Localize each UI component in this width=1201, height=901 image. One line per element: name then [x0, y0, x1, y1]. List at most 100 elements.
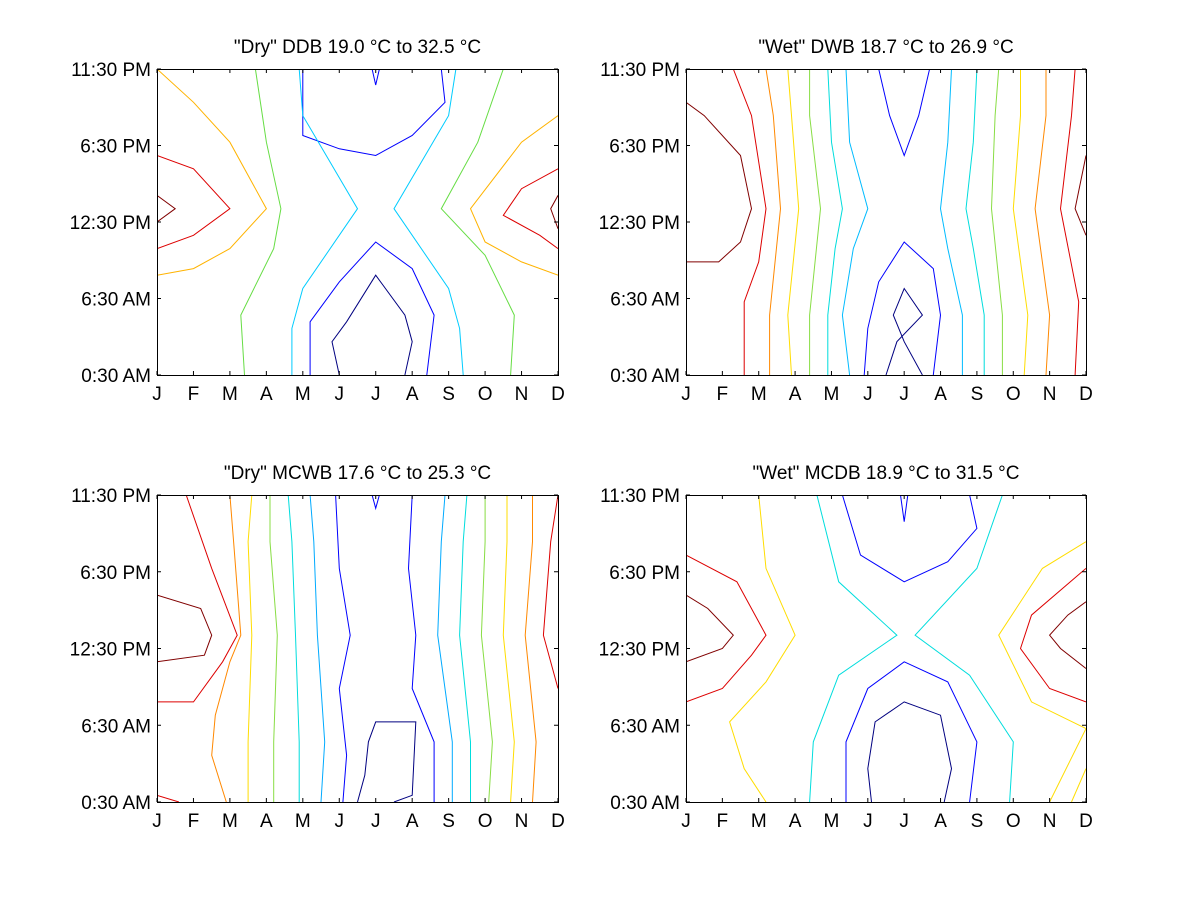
- x-tick-label: M: [824, 384, 840, 405]
- contour-line: [407, 495, 435, 802]
- contour-line: [287, 495, 300, 802]
- contour-line: [1019, 568, 1086, 703]
- y-tick-label: 11:30 PM: [600, 60, 680, 81]
- x-tick-label: F: [717, 384, 729, 405]
- contour-line: [269, 495, 278, 802]
- contour-line: [1071, 768, 1086, 802]
- y-tick-label: 12:30 PM: [70, 213, 151, 234]
- y-tick-label: 6:30 AM: [610, 716, 680, 737]
- contour-line: [885, 287, 924, 375]
- contour-line: [732, 69, 767, 375]
- contour-line: [845, 661, 978, 802]
- y-tick-label: 6:30 PM: [609, 563, 680, 584]
- x-tick-label: J: [863, 811, 873, 832]
- x-tick-label: M: [751, 811, 767, 832]
- contour-line: [157, 194, 177, 223]
- x-tick-label: J: [152, 811, 162, 832]
- contour-line: [240, 69, 282, 375]
- x-tick-label: J: [863, 384, 873, 405]
- y-tick-label: 0:30 AM: [610, 793, 680, 814]
- x-tick-label: A: [934, 811, 947, 832]
- x-tick-label: F: [188, 384, 200, 405]
- x-tick-label: O: [1006, 384, 1021, 405]
- y-tick-label: 6:30 AM: [81, 716, 151, 737]
- contour-panel: J F M A M J J A S O N D 0:30 AM 6:30 AM 12:30 PM 6:30 P…: [70, 463, 565, 832]
- x-tick-label: J: [899, 811, 909, 832]
- contour-line: [335, 495, 351, 802]
- panel-title: "Wet" MCDB 18.9 °C to 31.5 °C: [753, 463, 1020, 484]
- y-tick-label: 6:30 PM: [609, 137, 680, 158]
- panel-title: "Wet" DWB 18.7 °C to 26.9 °C: [758, 37, 1013, 58]
- contour-line: [459, 495, 471, 802]
- contour-line: [437, 495, 453, 802]
- y-tick-label: 12:30 PM: [599, 640, 680, 661]
- contour-line: [211, 495, 242, 802]
- y-tick-label: 6:30 PM: [80, 563, 151, 584]
- x-tick-label: A: [789, 384, 802, 405]
- contour-line: [841, 69, 869, 375]
- contour-line: [878, 69, 931, 157]
- contour-line: [309, 241, 435, 375]
- x-tick-label: D: [1079, 384, 1093, 405]
- contour-line: [524, 495, 537, 802]
- contour-line: [247, 495, 253, 802]
- contour-line: [863, 241, 942, 375]
- contour-line: [809, 495, 898, 802]
- x-tick-label: A: [260, 384, 273, 405]
- y-tick-label: 6:30 PM: [80, 137, 151, 158]
- x-tick-label: O: [478, 811, 493, 832]
- x-tick-label: A: [406, 384, 419, 405]
- contour-line: [867, 701, 953, 802]
- x-tick-label: J: [371, 811, 381, 832]
- x-tick-label: M: [295, 384, 311, 405]
- x-tick-label: A: [789, 811, 802, 832]
- contour-line: [393, 69, 464, 375]
- contour-line: [990, 69, 1003, 375]
- contour-line: [686, 594, 734, 663]
- x-tick-label: A: [934, 384, 947, 405]
- y-tick-label: 12:30 PM: [599, 213, 680, 234]
- contour-line: [440, 69, 515, 375]
- y-tick-label: 11:30 PM: [600, 486, 680, 507]
- y-tick-label: 6:30 AM: [610, 290, 680, 311]
- contour-lines: [157, 495, 558, 802]
- contour-line: [686, 554, 767, 703]
- x-tick-label: N: [515, 811, 529, 832]
- x-tick-label: D: [551, 811, 565, 832]
- contour-line: [900, 495, 909, 522]
- x-tick-label: N: [515, 384, 529, 405]
- x-tick-label: D: [1079, 811, 1093, 832]
- x-tick-label: F: [188, 811, 200, 832]
- y-tick-label: 11:30 PM: [71, 60, 151, 81]
- contour-line: [480, 495, 493, 802]
- x-tick-label: S: [442, 811, 455, 832]
- x-tick-label: M: [824, 811, 840, 832]
- x-tick-label: S: [971, 384, 984, 405]
- contour-lines: [686, 69, 1086, 375]
- contour-line: [371, 69, 380, 86]
- contour-line: [809, 69, 822, 375]
- x-tick-label: N: [1043, 384, 1057, 405]
- x-tick-label: J: [899, 384, 909, 405]
- contour-line: [469, 115, 558, 276]
- contour-line: [291, 69, 359, 375]
- y-tick-label: 0:30 AM: [610, 366, 680, 387]
- x-tick-label: M: [751, 384, 767, 405]
- x-tick-label: J: [681, 384, 691, 405]
- contour-line: [157, 794, 180, 802]
- y-tick-label: 0:30 AM: [81, 793, 151, 814]
- contour-line: [841, 495, 978, 583]
- contour-line: [787, 69, 800, 375]
- contour-line: [1059, 69, 1080, 375]
- contour-line: [331, 274, 413, 375]
- contour-line: [309, 495, 326, 802]
- x-tick-label: S: [971, 811, 984, 832]
- contour-lines: [686, 495, 1086, 802]
- contour-line: [371, 495, 380, 511]
- x-tick-label: O: [1006, 811, 1021, 832]
- contour-line: [502, 168, 558, 250]
- contour-panel: J F M A M J J A S O N D 0:30 AM 6:30 AM 12:30 PM 6:30 P…: [599, 463, 1093, 832]
- x-tick-label: F: [717, 811, 729, 832]
- contour-line: [827, 69, 843, 375]
